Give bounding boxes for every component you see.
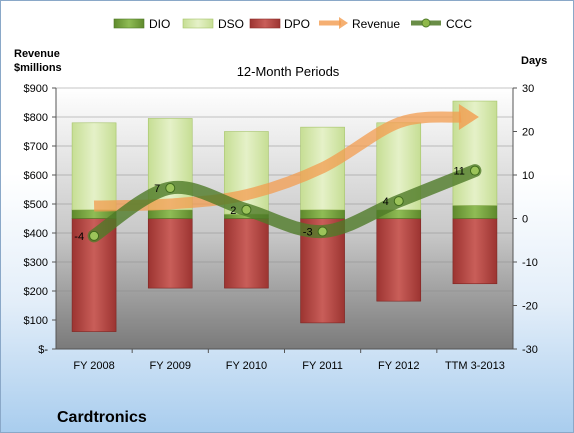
legend-revenue: Revenue: [319, 17, 400, 31]
dio-bar: [300, 209, 345, 219]
left-tick-label: $600: [24, 170, 48, 182]
left-tick-label: $900: [24, 83, 48, 95]
ccc-point: [165, 183, 176, 194]
legend: DIO DSO DPO Revenue CCC: [113, 17, 472, 31]
dio-bar: [452, 205, 498, 219]
right-tick-label: 10: [522, 170, 534, 182]
legend-dso-label: DSO: [218, 17, 244, 31]
legend-dso: DSO: [182, 17, 244, 31]
x-tick-label: FY 2012: [378, 360, 419, 372]
left-tick-label: $200: [24, 286, 48, 298]
x-tick-label: FY 2010: [226, 360, 267, 372]
legend-ccc: CCC: [411, 17, 472, 31]
dpo-bar: [376, 218, 422, 302]
dso-bar: [71, 122, 117, 211]
right-tick-label: 20: [522, 127, 534, 139]
left-axis-label-line1: Revenue: [14, 48, 60, 60]
left-tick-label: $100: [24, 315, 48, 327]
right-axis-label: Days: [521, 55, 547, 67]
right-tick-label: -30: [522, 344, 538, 356]
legend-dio: DIO: [113, 17, 170, 31]
revenue-series: [93, 104, 479, 212]
x-tick-label: FY 2011: [302, 360, 343, 372]
axes: $- $100 $200 $300 $400 $500 $600 $700 $800 $900 -3…: [24, 83, 538, 372]
ccc-data-label: 7: [154, 183, 160, 195]
company-name: Cardtronics: [57, 409, 147, 426]
ccc-point: [241, 204, 252, 215]
ccc-data-label: 2: [230, 205, 236, 217]
ccc-data-label: -3: [303, 227, 313, 239]
x-tick-label: FY 2008: [73, 360, 114, 372]
ccc-point: [317, 226, 328, 237]
dio-bar: [147, 209, 193, 219]
ccc-line: [87, 164, 482, 243]
left-tick-label: $800: [24, 112, 48, 124]
dpo-bar: [452, 218, 498, 285]
left-axis-label-line2: $millions: [14, 62, 62, 74]
left-tick-label: $400: [24, 228, 48, 240]
ccc-point: [469, 165, 480, 176]
ccc-data-label: -4: [74, 231, 84, 243]
ccc-point: [393, 196, 404, 207]
legend-dpo-label: DPO: [284, 17, 310, 31]
legend-dio-label: DIO: [149, 17, 170, 31]
ccc-data-label: 4: [383, 196, 389, 208]
revenue-arrowhead: [458, 104, 479, 130]
x-tick-label: TTM 3-2013: [445, 360, 505, 372]
left-tick-label: $-: [38, 344, 48, 356]
right-tick-label: -10: [522, 257, 538, 269]
right-tick-label: -20: [522, 301, 538, 313]
dpo-bar: [224, 218, 269, 289]
right-tick-label: 30: [522, 83, 534, 95]
left-tick-label: $500: [24, 199, 48, 211]
x-tick-label: FY 2009: [150, 360, 191, 372]
dpo-bar: [147, 218, 193, 289]
gridlines: [56, 87, 513, 321]
chart-title: 12-Month Periods: [237, 64, 340, 79]
revenue-line: [93, 111, 462, 212]
ccc-series: -4 7 2 -3 4 11: [74, 164, 482, 243]
ccc-data-label: 11: [453, 166, 464, 178]
left-tick-label: $700: [24, 141, 48, 153]
legend-dpo: DPO: [249, 17, 310, 31]
legend-ccc-label: CCC: [446, 17, 472, 31]
ccc-point: [89, 230, 100, 241]
legend-revenue-label: Revenue: [352, 17, 400, 31]
left-tick-label: $300: [24, 257, 48, 269]
right-tick-label: 0: [522, 214, 528, 226]
